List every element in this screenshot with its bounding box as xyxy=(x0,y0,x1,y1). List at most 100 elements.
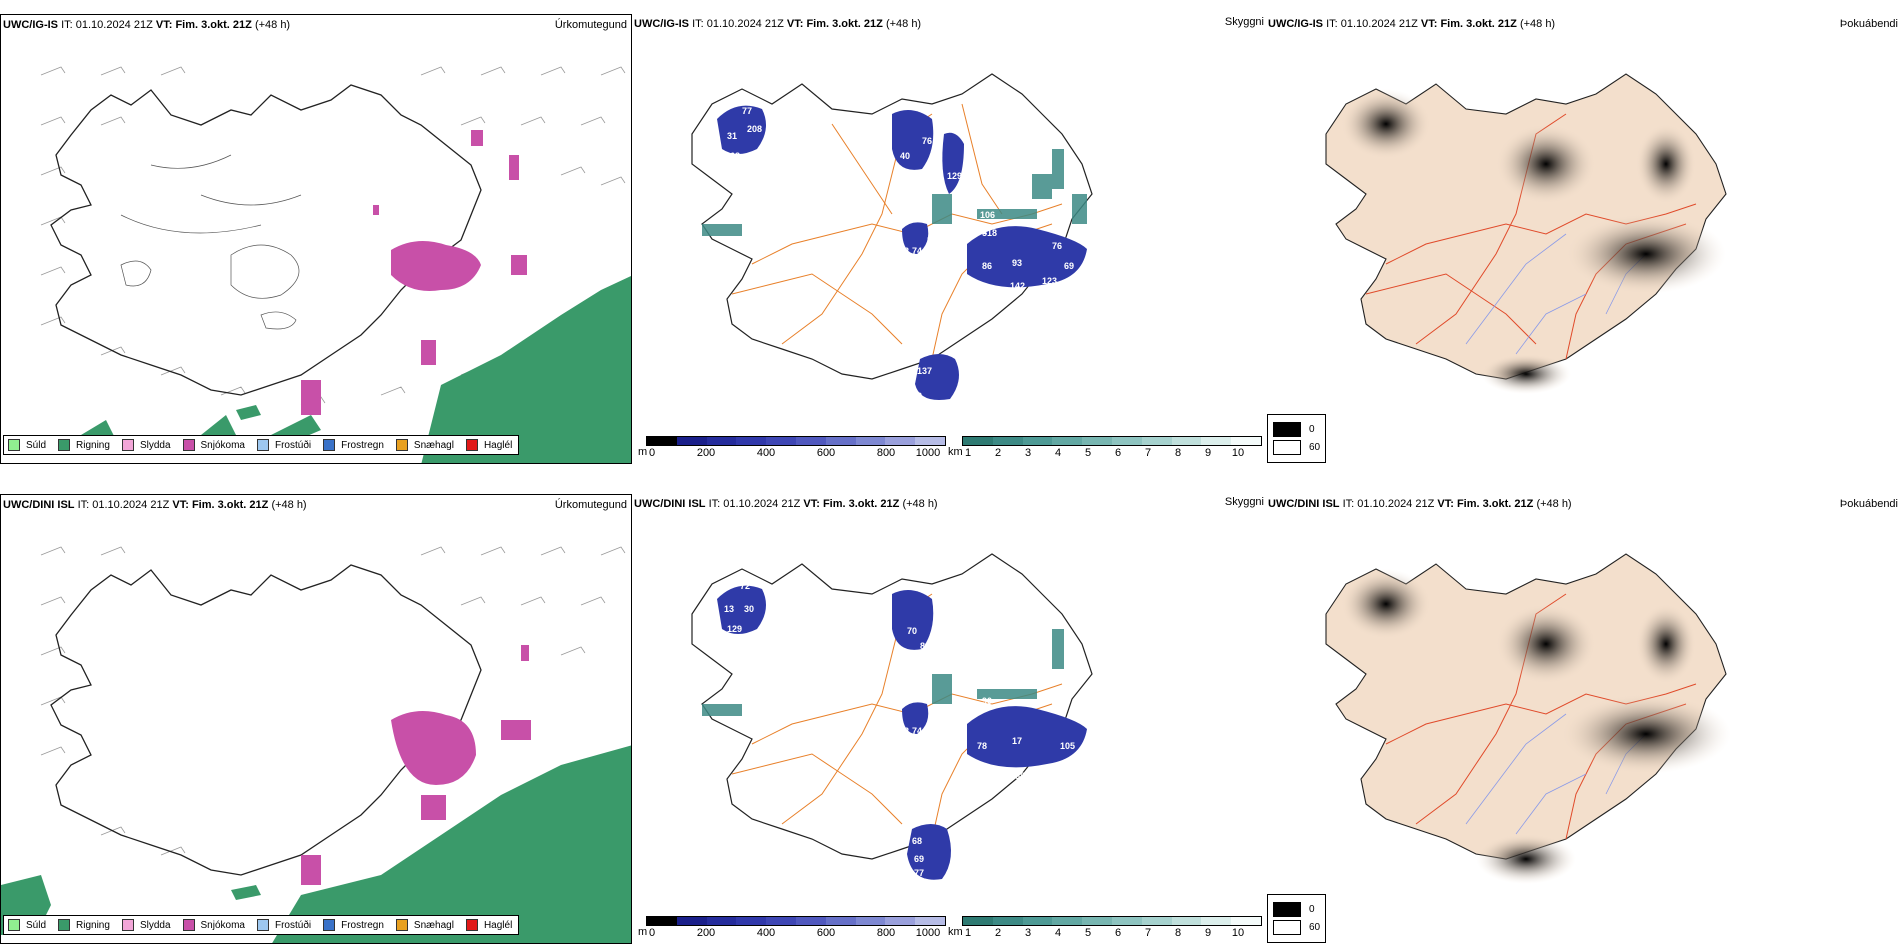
vis-label: 31 xyxy=(727,131,737,141)
legend-label: Slydda xyxy=(139,439,171,451)
colorbar-tick: 3 xyxy=(1024,927,1032,939)
model-name: UWC/DINI ISL xyxy=(634,498,706,510)
precip-panel-bottom: UWC/DINI ISL IT: 01.10.2024 21Z VT: Fim.… xyxy=(0,494,632,944)
vis-label: 17 xyxy=(1012,736,1022,746)
vis-label: 129 xyxy=(947,171,962,181)
colorbar-tick: 800 xyxy=(876,927,896,939)
vis-label: 76 xyxy=(922,136,932,146)
legend-item: Snjókoma xyxy=(182,919,245,931)
legend-item: Snæhagl xyxy=(395,439,454,451)
model-name: UWC/DINI ISL xyxy=(3,499,75,511)
param-title: Skyggni xyxy=(1224,496,1264,508)
it-value: 01.10.2024 21Z xyxy=(1357,498,1435,510)
it-value: 01.10.2024 21Z xyxy=(92,499,170,511)
vis-label: 30 xyxy=(744,604,754,614)
vt-label: VT: xyxy=(1420,18,1438,30)
panel-header: UWC/DINI ISL IT: 01.10.2024 21Z VT: Fim.… xyxy=(634,498,938,510)
legend-label: Snjókoma xyxy=(200,919,245,931)
colorbar-tick: 4 xyxy=(1054,447,1062,459)
param-title: Þokuábendi xyxy=(1839,18,1898,30)
vis-label: 78 xyxy=(977,741,987,751)
visibility-value-labels: 31 77 208 11 63 40 76 8 83 129 159 106 1… xyxy=(704,106,1074,401)
fog-panel-bottom: UWC/DINI ISL IT: 01.10.2024 21Z VT: Fim.… xyxy=(1266,494,1900,944)
legend-item: Haglél xyxy=(465,439,512,451)
legend-label: 0 xyxy=(1309,904,1315,915)
precip-panel-top: UWC/IG-IS IT: 01.10.2024 21Z VT: Fim. 3.… xyxy=(0,14,632,464)
visibility-map-top: 31 77 208 11 63 40 76 8 83 129 159 106 1… xyxy=(691,73,1093,401)
legend-label: Frostúði xyxy=(274,439,312,451)
vis-label: 106 xyxy=(980,210,995,220)
legend-label: 0 xyxy=(1309,424,1315,435)
colorbar-unit: m xyxy=(638,926,648,938)
legend-item: Haglél xyxy=(465,919,512,931)
colorbar-tick: 400 xyxy=(756,927,776,939)
legend-item: Slydda xyxy=(121,919,171,931)
legend-item: Rigning xyxy=(58,919,110,931)
vis-label: 11 xyxy=(767,111,777,121)
visibility-colorbar-m: m 0 200 400 600 800 1000 xyxy=(638,436,946,460)
panel-header: UWC/IG-IS IT: 01.10.2024 21Z VT: Fim. 3.… xyxy=(634,18,921,30)
lead-time: (+48 h) xyxy=(902,498,938,510)
colorbar-tick: 7 xyxy=(1144,927,1152,939)
colorbar-tick: 0 xyxy=(648,927,656,939)
vt-value: Fim. 3.okt. 21Z xyxy=(191,499,269,511)
it-label: IT: xyxy=(77,499,90,511)
visibility-colorbar-km: km 1 2 3 4 5 6 7 8 9 10 xyxy=(948,436,1262,460)
colorbar-tick: 600 xyxy=(816,447,836,459)
colorbar-tick: 6 xyxy=(1114,447,1122,459)
colorbar-tick: 10 xyxy=(1231,927,1245,939)
colorbar-tick: 2 xyxy=(994,927,1002,939)
legend-label: Frostúði xyxy=(274,919,312,931)
vis-label: 518 xyxy=(982,228,997,238)
vis-label: 208 xyxy=(747,124,762,134)
vt-label: VT: xyxy=(786,18,804,30)
param-title: Úrkomutegund xyxy=(554,499,627,511)
vis-label: 137 xyxy=(917,366,932,376)
legend-item: Frostregn xyxy=(323,439,384,451)
legend-item: Rigning xyxy=(58,439,110,451)
precip-type-legend: Súld Rigning Slydda Snjókoma Frostúði Fr… xyxy=(3,435,520,455)
model-name: UWC/DINI ISL xyxy=(1268,498,1340,510)
it-value: 01.10.2024 21Z xyxy=(706,18,784,30)
vis-label: 122 xyxy=(894,246,909,256)
it-label: IT: xyxy=(1342,498,1355,510)
fog-panel-top: UWC/IG-IS IT: 01.10.2024 21Z VT: Fim. 3.… xyxy=(1266,14,1900,464)
legend-label: 60 xyxy=(1309,922,1321,933)
colorbar-tick: 600 xyxy=(816,927,836,939)
colorbar-tick: 800 xyxy=(876,447,896,459)
vis-label: 77 xyxy=(742,106,752,116)
legend-item: Frostregn xyxy=(323,919,384,931)
colorbar-tick: 0 xyxy=(648,447,656,459)
vis-label: 142 xyxy=(1010,281,1025,291)
vt-value: Fim. 3.okt. 21Z xyxy=(822,498,900,510)
colorbar-tick: 4 xyxy=(1054,927,1062,939)
vis-label: 232 xyxy=(1012,811,1027,821)
colorbar-tick: 7 xyxy=(1144,447,1152,459)
visibility-panel-top: 31 77 208 11 63 40 76 8 83 129 159 106 1… xyxy=(632,14,1266,464)
visibility-panel-bottom: 72 30 13 129 70 83 97 90 35 78 17 158 10… xyxy=(632,494,1266,944)
vis-label: 159 xyxy=(907,391,922,401)
legend-label: Rigning xyxy=(76,439,110,451)
vt-label: VT: xyxy=(1437,498,1454,510)
vis-label: 74 xyxy=(912,246,922,256)
colorbar-tick: 1000 xyxy=(915,447,941,459)
lead-time: (+48 h) xyxy=(1536,498,1572,510)
colorbar-unit: m xyxy=(638,446,648,458)
colorbar-tick: 8 xyxy=(1174,447,1182,459)
legend-item: Súld xyxy=(8,439,46,451)
fog-map-top xyxy=(1325,73,1727,394)
vis-label: 158 xyxy=(1010,771,1025,781)
vt-value: Fim. 3.okt. 21Z xyxy=(175,19,252,31)
it-label: IT: xyxy=(708,498,721,510)
vt-label: VT: xyxy=(155,19,173,31)
vt-value: Fim. 3.okt. 21Z xyxy=(1456,498,1534,510)
legend-item: 0 xyxy=(1273,422,1320,437)
legend-label: Snjókoma xyxy=(200,439,245,451)
colorbar-tick: 6 xyxy=(1114,927,1122,939)
vis-label: 159 xyxy=(954,192,969,202)
colorbar-tick: 1 xyxy=(964,927,972,939)
visibility-colorbar-m: m 0 200 400 600 800 1000 xyxy=(638,916,946,940)
colorbar-tick: 9 xyxy=(1204,447,1212,459)
vis-label: 35 xyxy=(962,711,972,721)
vis-label: 68 xyxy=(912,836,922,846)
